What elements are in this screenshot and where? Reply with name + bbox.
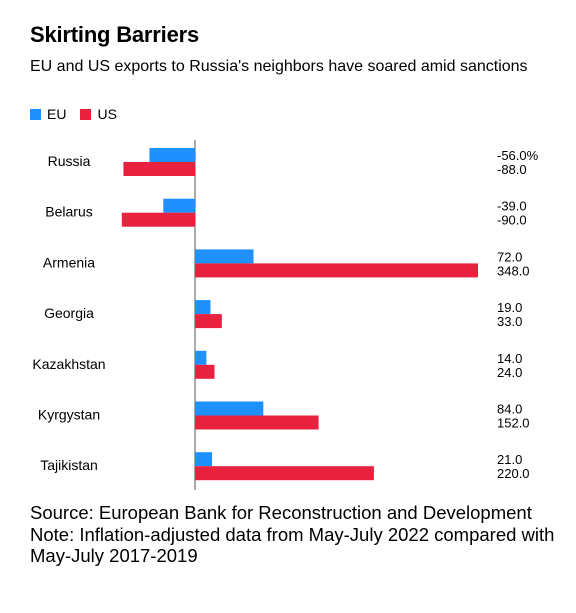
legend-item-eu: EU	[30, 106, 66, 122]
category-label-belarus: Belarus	[45, 204, 92, 220]
bar-eu-georgia	[195, 300, 211, 315]
category-label-kazakhstan: Kazakhstan	[32, 356, 105, 372]
bar-chart: Russia -56.0%-88.0 Belarus -39.0-90.0 Armeni…	[32, 140, 539, 490]
value-label-us-belarus: -90.0	[497, 213, 527, 228]
bar-us-georgia	[195, 314, 222, 329]
bar-us-kazakhstan	[195, 364, 215, 379]
legend-item-us: US	[80, 106, 117, 122]
value-label-us-kyrgystan: 152.0	[497, 416, 530, 431]
category-label-georgia: Georgia	[44, 305, 94, 321]
bar-eu-kazakhstan	[195, 350, 207, 365]
bar-us-kyrgystan	[195, 415, 319, 430]
category-label-russia: Russia	[48, 153, 91, 169]
value-label-us-armenia: 348.0	[497, 263, 530, 278]
source-note: Source: European Bank for Reconstruction…	[30, 502, 532, 523]
bar-us-tajikistan	[195, 466, 374, 481]
value-label-eu-russia: -56.0%	[497, 148, 539, 163]
value-label-eu-georgia: 19.0	[497, 300, 522, 315]
value-label-us-georgia: 33.0	[497, 314, 522, 329]
chart-footer: Source: European Bank for Reconstruction…	[30, 502, 560, 567]
value-label-eu-belarus: -39.0	[497, 199, 527, 214]
category-label-tajikistan: Tajikistan	[40, 457, 98, 473]
value-label-us-tajikistan: 220.0	[497, 466, 530, 481]
value-label-eu-tajikistan: 21.0	[497, 452, 522, 467]
chart-title: Skirting Barriers	[30, 22, 200, 47]
bar-us-russia	[123, 162, 195, 176]
bar-eu-armenia	[195, 249, 254, 264]
value-label-us-russia: -88.0	[497, 162, 527, 177]
bar-eu-tajikistan	[195, 452, 213, 467]
chart-subtitle: EU and US exports to Russia's neighbors …	[30, 58, 528, 75]
value-label-eu-armenia: 72.0	[497, 249, 522, 264]
bar-eu-kyrgystan	[195, 401, 264, 416]
method-note: Note: Inflation-adjusted data from May-J…	[30, 523, 555, 567]
legend-label-eu: EU	[47, 106, 67, 122]
legend: EU US	[30, 106, 131, 122]
value-label-us-kazakhstan: 24.0	[497, 365, 522, 380]
legend-label-us: US	[97, 106, 117, 122]
category-label-armenia: Armenia	[43, 254, 95, 270]
bar-eu-russia	[149, 148, 195, 162]
category-label-kyrgystan: Kyrgystan	[38, 407, 100, 423]
bar-us-belarus	[121, 212, 195, 227]
legend-swatch-us	[80, 108, 92, 120]
legend-swatch-eu	[30, 108, 41, 120]
value-label-eu-kyrgystan: 84.0	[497, 402, 522, 417]
bar-eu-belarus	[163, 198, 195, 213]
value-label-eu-kazakhstan: 14.0	[497, 351, 522, 366]
bar-us-armenia	[195, 263, 478, 278]
